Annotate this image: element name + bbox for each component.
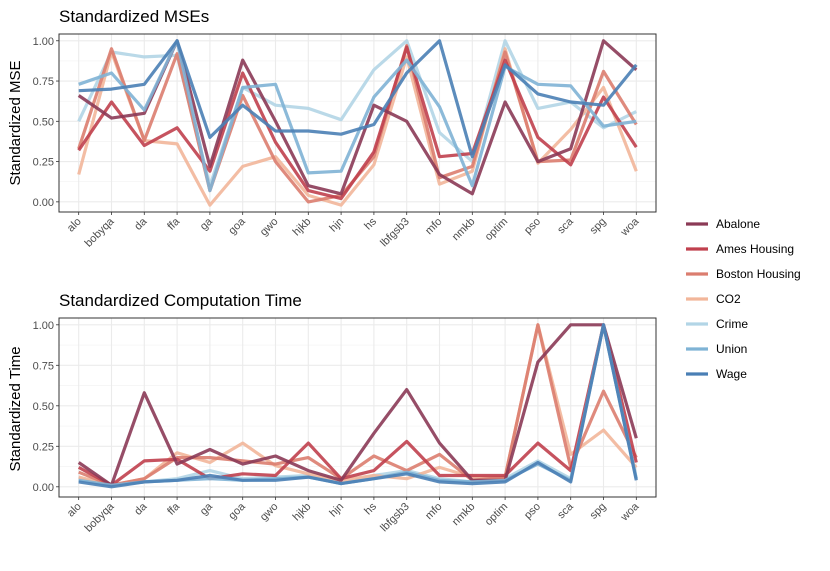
legend-label-crime: Crime bbox=[716, 317, 748, 331]
legend: Abalone Ames Housing Boston Housing CO2 Crim… bbox=[686, 217, 801, 381]
legend-label-ames-housing: Ames Housing bbox=[716, 242, 794, 256]
mse-x-tick-label-lbfgsb3: lbfgsb3 bbox=[378, 216, 412, 250]
mse-x-tick-label-hjkb: hjkb bbox=[291, 216, 314, 239]
time-y-axis-label: Standardized Time bbox=[7, 346, 24, 471]
time-x-tick-label-lbfgsb3: lbfgsb3 bbox=[378, 501, 412, 535]
mse-x-tick-label-optim: optim bbox=[483, 216, 511, 244]
time-x-tick-label-hjkb: hjkb bbox=[291, 501, 314, 524]
legend-label-wage: Wage bbox=[716, 367, 747, 381]
time-series-line-ames-housing bbox=[77, 323, 638, 487]
mse-x-tick-label-gwo: gwo bbox=[258, 216, 281, 239]
mse-series-line-union bbox=[78, 39, 637, 193]
time-x-tick-label-hs: hs bbox=[362, 500, 379, 517]
mse-series-line-wage bbox=[78, 39, 638, 159]
legend-label-co2: CO2 bbox=[716, 292, 741, 306]
time-x-tick-label-mfo: mfo bbox=[423, 501, 444, 522]
mse-x-tick-label-ffa: ffa bbox=[165, 215, 183, 233]
time-y-tick-label: 0.00 bbox=[33, 482, 54, 494]
mse-y-tick-label: 0.25 bbox=[33, 157, 54, 169]
mse-x-tick-label-mfo: mfo bbox=[423, 216, 444, 237]
time-x-tick-label-pso: pso bbox=[522, 501, 543, 522]
mse-y-tick-label: 0.50 bbox=[33, 116, 54, 128]
time-x-tick-label-optim: optim bbox=[483, 501, 511, 529]
mse-chart-title: Standardized MSEs bbox=[59, 7, 209, 26]
time-x-tick-label-alo: alo bbox=[65, 501, 84, 520]
time-x-tick-label-da: da bbox=[132, 500, 150, 518]
mse-series-line-abalone bbox=[77, 39, 638, 196]
time-chart-title: Standardized Computation Time bbox=[59, 291, 302, 310]
time-x-tick-label-spg: spg bbox=[588, 501, 609, 522]
time-y-tick-label: 0.50 bbox=[33, 401, 54, 413]
mse-x-tick-label-goa: goa bbox=[226, 215, 248, 237]
time-y-tick-label: 0.25 bbox=[33, 441, 54, 453]
time-x-tick-label-woa: woa bbox=[618, 500, 642, 524]
time-x-tick-label-hjn: hjn bbox=[327, 501, 346, 520]
time-x-tick-label-sca: sca bbox=[555, 500, 576, 521]
time-series-line-wage bbox=[78, 323, 638, 489]
mse-x-tick-label-nmkb: nmkb bbox=[450, 216, 478, 244]
time-series-line-abalone bbox=[77, 323, 638, 487]
time-x-tick-label-nmkb: nmkb bbox=[450, 501, 478, 529]
mse-series-line-co2 bbox=[77, 47, 638, 207]
mse-y-tick-label: 0.00 bbox=[33, 197, 54, 209]
mse-y-axis-label: Standardized MSE bbox=[7, 60, 24, 185]
mse-x-tick-label-woa: woa bbox=[618, 215, 642, 239]
time-y-tick-label: 1.00 bbox=[33, 320, 54, 332]
mse-x-tick-label-pso: pso bbox=[522, 216, 543, 237]
mse-x-tick-label-sca: sca bbox=[555, 215, 576, 236]
legend-label-abalone: Abalone bbox=[716, 217, 760, 231]
time-x-tick-label-gwo: gwo bbox=[258, 501, 281, 524]
time-x-tick-label-ga: ga bbox=[198, 500, 216, 518]
mse-x-tick-label-spg: spg bbox=[588, 216, 609, 237]
mse-x-tick-label-bobyqa: bobyqa bbox=[83, 215, 118, 250]
mse-x-tick-label-hjn: hjn bbox=[327, 216, 346, 235]
mse-x-tick-label-alo: alo bbox=[65, 216, 84, 235]
mse-series-line-ames-housing bbox=[77, 45, 638, 201]
time-y-tick-label: 0.75 bbox=[33, 360, 54, 372]
mse-x-tick-label-ga: ga bbox=[198, 215, 216, 233]
time-panel-border bbox=[58, 317, 657, 498]
mse-x-tick-label-da: da bbox=[132, 215, 150, 233]
mse-y-tick-label: 1.00 bbox=[33, 36, 54, 48]
mse-panel-border bbox=[58, 33, 657, 213]
time-x-tick-label-ffa: ffa bbox=[165, 500, 183, 518]
time-x-tick-label-bobyqa: bobyqa bbox=[83, 500, 118, 535]
mse-y-tick-label: 0.75 bbox=[33, 76, 54, 88]
legend-label-boston-housing: Boston Housing bbox=[716, 267, 801, 281]
legend-label-union: Union bbox=[716, 342, 747, 356]
mse-x-tick-label-hs: hs bbox=[362, 215, 379, 232]
time-x-tick-label-goa: goa bbox=[226, 500, 248, 522]
